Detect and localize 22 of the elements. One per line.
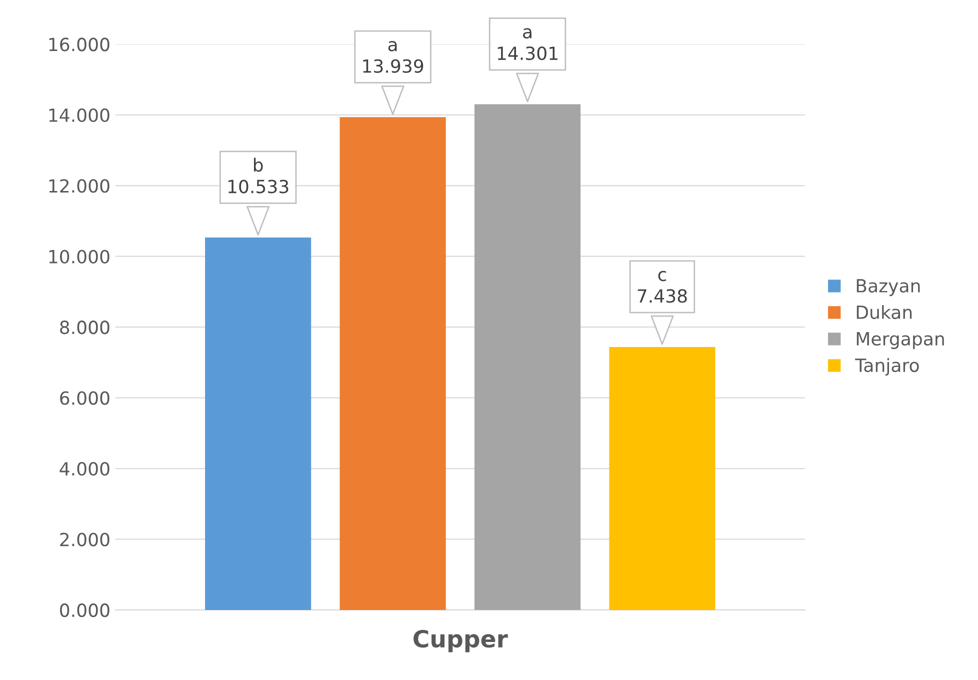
y-tick-label: 8.000 (60, 320, 110, 334)
data-label: b 10.533 (228, 158, 288, 194)
legend-label: Tanjaro (855, 358, 919, 376)
y-tick-label: 16.000 (49, 38, 110, 52)
y-tick-label: 10.000 (49, 250, 110, 264)
legend-label: Mergapan (856, 332, 944, 350)
bar (474, 104, 581, 610)
y-tick-label: 14.000 (49, 108, 110, 122)
bar (205, 238, 312, 610)
y-tick-label: 12.000 (49, 179, 110, 193)
legend-label: Dukan (856, 305, 912, 320)
y-tick-label: 2.000 (60, 532, 110, 546)
y-tick-label: 4.000 (60, 462, 110, 476)
bar (340, 117, 446, 610)
data-label: a 14.301 (498, 28, 558, 60)
data-label: a 13.939 (363, 40, 424, 73)
y-tick-label: 6.000 (60, 391, 110, 405)
bar (609, 346, 716, 610)
x-tick-label: Cupper (414, 630, 508, 652)
data-label: c 7.438 (638, 270, 687, 303)
y-tick-label: 0.000 (60, 603, 110, 618)
legend-label: Bazyan (856, 279, 920, 296)
